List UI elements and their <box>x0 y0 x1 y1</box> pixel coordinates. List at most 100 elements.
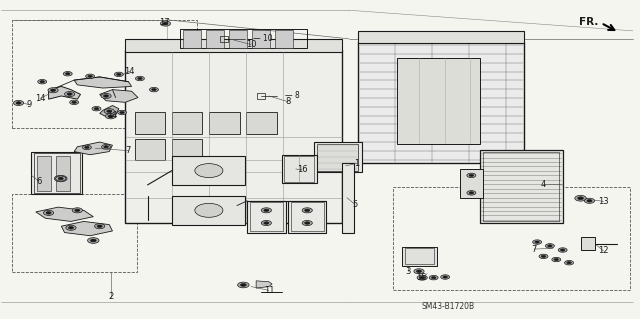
Circle shape <box>161 21 171 26</box>
Circle shape <box>441 275 450 279</box>
Circle shape <box>539 254 548 259</box>
Bar <box>172 113 202 134</box>
Circle shape <box>150 87 159 92</box>
Circle shape <box>469 174 474 176</box>
Bar <box>31 152 83 195</box>
Circle shape <box>90 239 96 242</box>
Bar <box>314 142 362 172</box>
Circle shape <box>302 208 312 213</box>
Circle shape <box>532 240 541 244</box>
Circle shape <box>48 88 58 93</box>
Bar <box>405 249 434 264</box>
Polygon shape <box>100 90 138 102</box>
Circle shape <box>97 225 102 227</box>
Circle shape <box>51 89 56 92</box>
Circle shape <box>104 95 109 97</box>
Circle shape <box>152 88 156 91</box>
Circle shape <box>467 191 476 195</box>
Circle shape <box>70 100 79 105</box>
Circle shape <box>302 220 312 226</box>
Bar <box>56 156 70 191</box>
Circle shape <box>545 244 554 248</box>
Bar <box>172 196 245 225</box>
Text: 7: 7 <box>531 245 536 254</box>
Circle shape <box>535 241 540 243</box>
Text: 8: 8 <box>285 97 291 106</box>
Text: 7: 7 <box>125 146 131 155</box>
Bar <box>135 139 166 160</box>
Bar <box>580 237 595 250</box>
Bar <box>12 195 137 272</box>
Circle shape <box>431 277 436 279</box>
Bar <box>209 113 239 134</box>
Text: FR.: FR. <box>579 17 598 27</box>
Bar <box>342 163 354 233</box>
Circle shape <box>195 164 223 178</box>
Circle shape <box>567 262 572 264</box>
Circle shape <box>72 208 83 213</box>
Circle shape <box>56 176 66 181</box>
Circle shape <box>558 248 567 252</box>
Circle shape <box>84 146 89 149</box>
Polygon shape <box>100 106 119 117</box>
Circle shape <box>66 225 76 230</box>
Polygon shape <box>74 142 113 155</box>
Circle shape <box>414 269 424 274</box>
Text: 2: 2 <box>108 292 113 301</box>
Circle shape <box>554 258 559 261</box>
Circle shape <box>108 115 113 118</box>
Circle shape <box>65 92 75 97</box>
Bar <box>397 58 479 144</box>
Text: 14: 14 <box>35 94 45 103</box>
Circle shape <box>443 276 447 278</box>
Text: 10: 10 <box>246 40 256 49</box>
Circle shape <box>95 224 105 229</box>
Circle shape <box>118 110 127 115</box>
Bar <box>282 155 317 183</box>
Text: 13: 13 <box>598 197 609 206</box>
Circle shape <box>469 192 474 194</box>
Text: 17: 17 <box>159 18 170 27</box>
Bar <box>358 42 524 163</box>
Circle shape <box>584 198 595 203</box>
Circle shape <box>104 109 115 114</box>
Circle shape <box>102 145 111 149</box>
Text: — 10: — 10 <box>253 34 273 43</box>
Circle shape <box>417 270 422 272</box>
Circle shape <box>63 71 72 76</box>
Circle shape <box>163 22 168 25</box>
Circle shape <box>467 173 476 178</box>
Bar <box>125 50 342 223</box>
Circle shape <box>13 100 24 106</box>
Circle shape <box>552 257 561 262</box>
Bar <box>34 153 80 193</box>
Circle shape <box>72 101 76 103</box>
Text: 14: 14 <box>124 67 135 76</box>
Bar <box>291 202 324 231</box>
Text: 1: 1 <box>355 159 360 168</box>
Circle shape <box>67 93 72 95</box>
Circle shape <box>261 208 271 213</box>
Circle shape <box>88 75 92 78</box>
Circle shape <box>305 222 310 224</box>
Circle shape <box>38 79 47 84</box>
Circle shape <box>564 261 573 265</box>
Circle shape <box>305 209 310 211</box>
Text: 6: 6 <box>36 177 42 186</box>
Bar <box>125 39 342 51</box>
Circle shape <box>417 275 428 280</box>
Circle shape <box>548 245 552 247</box>
Bar <box>135 113 166 134</box>
Bar <box>479 150 563 223</box>
Circle shape <box>115 72 124 77</box>
Bar <box>172 156 245 185</box>
Polygon shape <box>74 77 132 88</box>
Bar <box>182 30 200 48</box>
Circle shape <box>429 275 438 280</box>
Circle shape <box>587 199 592 202</box>
Circle shape <box>75 209 80 211</box>
Text: 14: 14 <box>108 111 118 120</box>
Circle shape <box>44 210 54 215</box>
Bar <box>172 139 202 160</box>
Circle shape <box>136 76 145 81</box>
